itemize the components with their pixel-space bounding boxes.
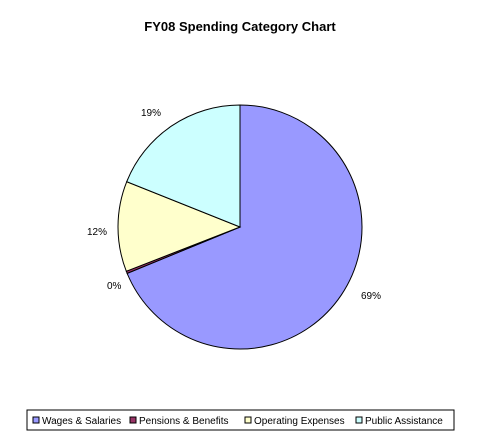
legend-label-public-assistance: Public Assistance (365, 416, 443, 427)
legend-label-operating-expenses: Operating Expenses (254, 416, 345, 427)
pie-slice-wages-salaries (126, 104, 363, 350)
legend-swatch-pensions-benefits (129, 416, 137, 424)
legend-label-wages-salaries: Wages & Salaries (42, 416, 121, 427)
slice-labels: 69% 0% 12% 19% (87, 108, 381, 302)
pie-slices (117, 104, 363, 350)
slice-label-wages-salaries: 69% (361, 291, 381, 302)
legend-frame (26, 409, 455, 431)
slice-label-pensions-benefits: 0% (107, 281, 122, 292)
legend: Wages & Salaries Pensions & Benefits Opera… (26, 409, 455, 431)
legend-label-pensions-benefits: Pensions & Benefits (139, 416, 229, 427)
legend-swatch-wages-salaries (32, 416, 40, 424)
legend-swatch-operating-expenses (244, 416, 252, 424)
slice-label-operating-expenses: 12% (87, 227, 107, 238)
slice-label-public-assistance: 19% (141, 108, 161, 119)
legend-swatch-public-assistance (355, 416, 363, 424)
pie-slice-operating-expenses (117, 181, 242, 272)
chart-title: FY08 Spending Category Chart (144, 19, 336, 34)
pie-slice-public-assistance (126, 104, 241, 228)
